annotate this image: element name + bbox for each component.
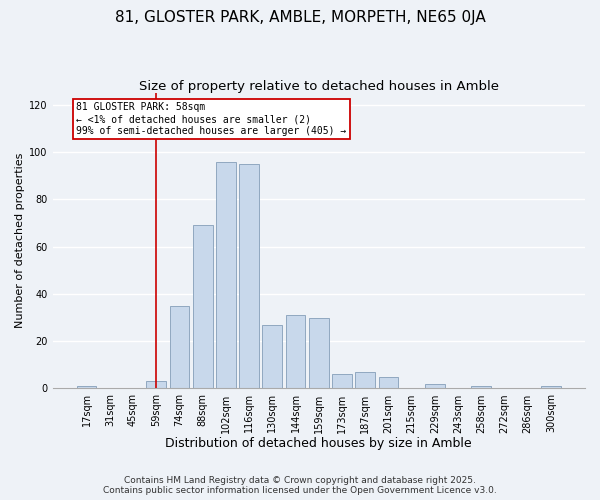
- Bar: [379, 376, 398, 388]
- Y-axis label: Number of detached properties: Number of detached properties: [15, 153, 25, 328]
- Bar: [262, 324, 282, 388]
- Bar: [170, 306, 190, 388]
- Bar: [309, 318, 329, 388]
- Bar: [355, 372, 375, 388]
- Bar: [286, 315, 305, 388]
- Bar: [425, 384, 445, 388]
- Bar: [193, 226, 212, 388]
- Bar: [77, 386, 97, 388]
- Bar: [146, 382, 166, 388]
- Bar: [239, 164, 259, 388]
- Text: 81, GLOSTER PARK, AMBLE, MORPETH, NE65 0JA: 81, GLOSTER PARK, AMBLE, MORPETH, NE65 0…: [115, 10, 485, 25]
- X-axis label: Distribution of detached houses by size in Amble: Distribution of detached houses by size …: [166, 437, 472, 450]
- Text: 81 GLOSTER PARK: 58sqm
← <1% of detached houses are smaller (2)
99% of semi-deta: 81 GLOSTER PARK: 58sqm ← <1% of detached…: [76, 102, 346, 136]
- Title: Size of property relative to detached houses in Amble: Size of property relative to detached ho…: [139, 80, 499, 93]
- Text: Contains HM Land Registry data © Crown copyright and database right 2025.
Contai: Contains HM Land Registry data © Crown c…: [103, 476, 497, 495]
- Bar: [541, 386, 561, 388]
- Bar: [216, 162, 236, 388]
- Bar: [332, 374, 352, 388]
- Bar: [472, 386, 491, 388]
